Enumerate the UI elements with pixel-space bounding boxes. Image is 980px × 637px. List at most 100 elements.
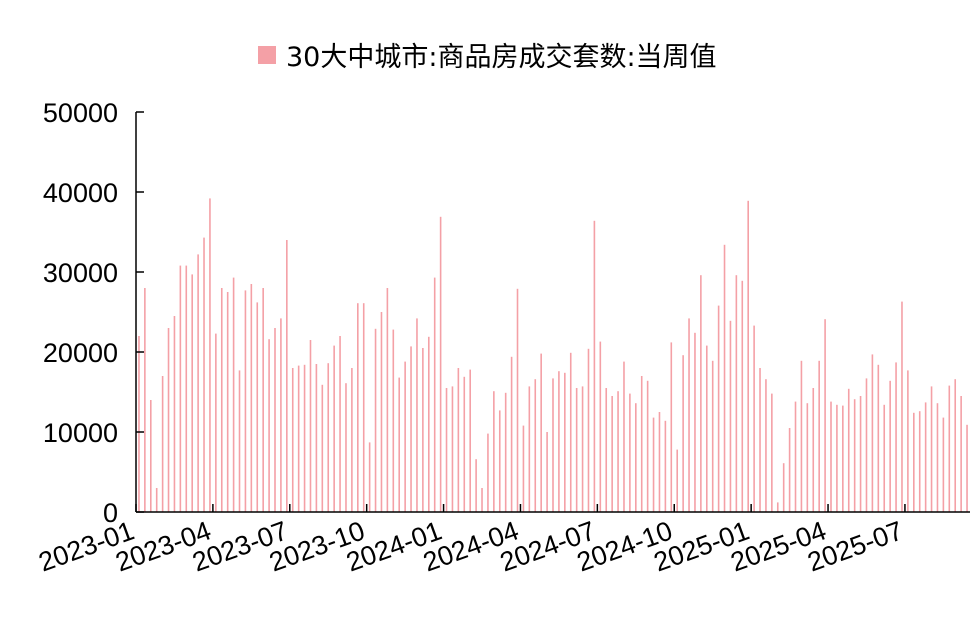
- bar: [333, 345, 335, 512]
- bar: [203, 237, 205, 512]
- bar: [552, 378, 554, 512]
- bar: [256, 302, 259, 512]
- bar: [694, 332, 696, 512]
- bar: [528, 386, 531, 512]
- bar: [853, 399, 856, 512]
- bar: [179, 265, 182, 512]
- bar: [451, 386, 454, 512]
- bar: [138, 336, 140, 512]
- bar: [830, 401, 832, 512]
- bar: [824, 319, 826, 512]
- bar: [534, 379, 537, 512]
- y-tick-label: 0: [103, 498, 118, 528]
- bar: [587, 348, 590, 512]
- bar: [753, 325, 755, 512]
- bar: [280, 318, 282, 512]
- bar: [380, 312, 383, 512]
- bar: [493, 391, 495, 512]
- bar: [859, 396, 862, 512]
- bar: [794, 401, 797, 512]
- bar: [220, 288, 223, 512]
- bar: [498, 410, 501, 512]
- bar: [327, 363, 330, 512]
- bar: [617, 391, 619, 512]
- bar: [759, 368, 761, 512]
- bar: [629, 393, 631, 512]
- bar: [345, 383, 347, 512]
- bar: [374, 328, 377, 512]
- legend: 30大中城市:商品房成交套数:当周值: [258, 42, 717, 73]
- bar: [623, 361, 625, 512]
- bar: [398, 377, 401, 512]
- bar: [930, 386, 933, 512]
- x-axis: 2023-012023-042023-072023-102024-012024-…: [35, 504, 970, 578]
- bar: [232, 277, 235, 512]
- bar: [510, 356, 513, 512]
- bar: [368, 442, 371, 512]
- bar: [966, 424, 968, 512]
- bar: [469, 369, 471, 512]
- bar: [303, 364, 306, 512]
- bar: [948, 385, 951, 512]
- bar: [895, 362, 897, 512]
- y-tick-label: 30000: [43, 258, 118, 288]
- bar: [646, 380, 649, 512]
- bar: [357, 303, 359, 512]
- bar: [274, 328, 276, 512]
- bar: [504, 392, 507, 512]
- bar: [907, 370, 909, 512]
- bar: [605, 388, 608, 512]
- bar: [842, 405, 844, 512]
- bar: [747, 200, 749, 513]
- bar: [422, 348, 424, 512]
- bar: [913, 412, 915, 512]
- bar: [291, 368, 294, 512]
- bar: [191, 274, 193, 512]
- bar: [238, 370, 241, 512]
- bar: [682, 355, 684, 512]
- bar: [173, 316, 176, 512]
- legend-label: 30大中城市:商品房成交套数:当周值: [286, 42, 717, 73]
- bar: [664, 420, 667, 512]
- bar: [924, 402, 927, 512]
- bar: [362, 303, 365, 512]
- bar: [847, 388, 850, 512]
- y-tick-label: 40000: [43, 178, 118, 208]
- bar: [386, 288, 389, 512]
- bar: [711, 360, 714, 512]
- bar: [144, 288, 146, 512]
- bar: [339, 336, 341, 512]
- bar: [765, 379, 767, 512]
- bar: [883, 404, 886, 512]
- bar: [481, 488, 483, 512]
- bar: [741, 280, 744, 512]
- bar: [960, 396, 962, 512]
- bar: [215, 333, 217, 512]
- bar: [457, 368, 460, 512]
- bar: [871, 354, 874, 512]
- bar: [226, 292, 229, 512]
- bar: [522, 425, 525, 512]
- y-tick-label: 10000: [43, 418, 118, 448]
- bar: [670, 342, 673, 512]
- bar: [516, 288, 519, 512]
- bar: [800, 360, 803, 512]
- bar: [297, 365, 300, 512]
- bar: [244, 290, 247, 512]
- bar: [475, 459, 477, 512]
- bar: [569, 352, 572, 512]
- y-tick-label: 50000: [43, 98, 118, 128]
- bar: [688, 318, 690, 512]
- bar: [445, 388, 448, 512]
- bar: [954, 379, 957, 512]
- bar: [149, 400, 152, 512]
- bar: [581, 386, 584, 512]
- bar: [185, 265, 188, 512]
- bar: [546, 432, 548, 512]
- bar: [593, 220, 596, 513]
- bar: [309, 340, 312, 512]
- bar: [640, 376, 643, 512]
- bar: [889, 380, 891, 512]
- bar: [812, 388, 815, 512]
